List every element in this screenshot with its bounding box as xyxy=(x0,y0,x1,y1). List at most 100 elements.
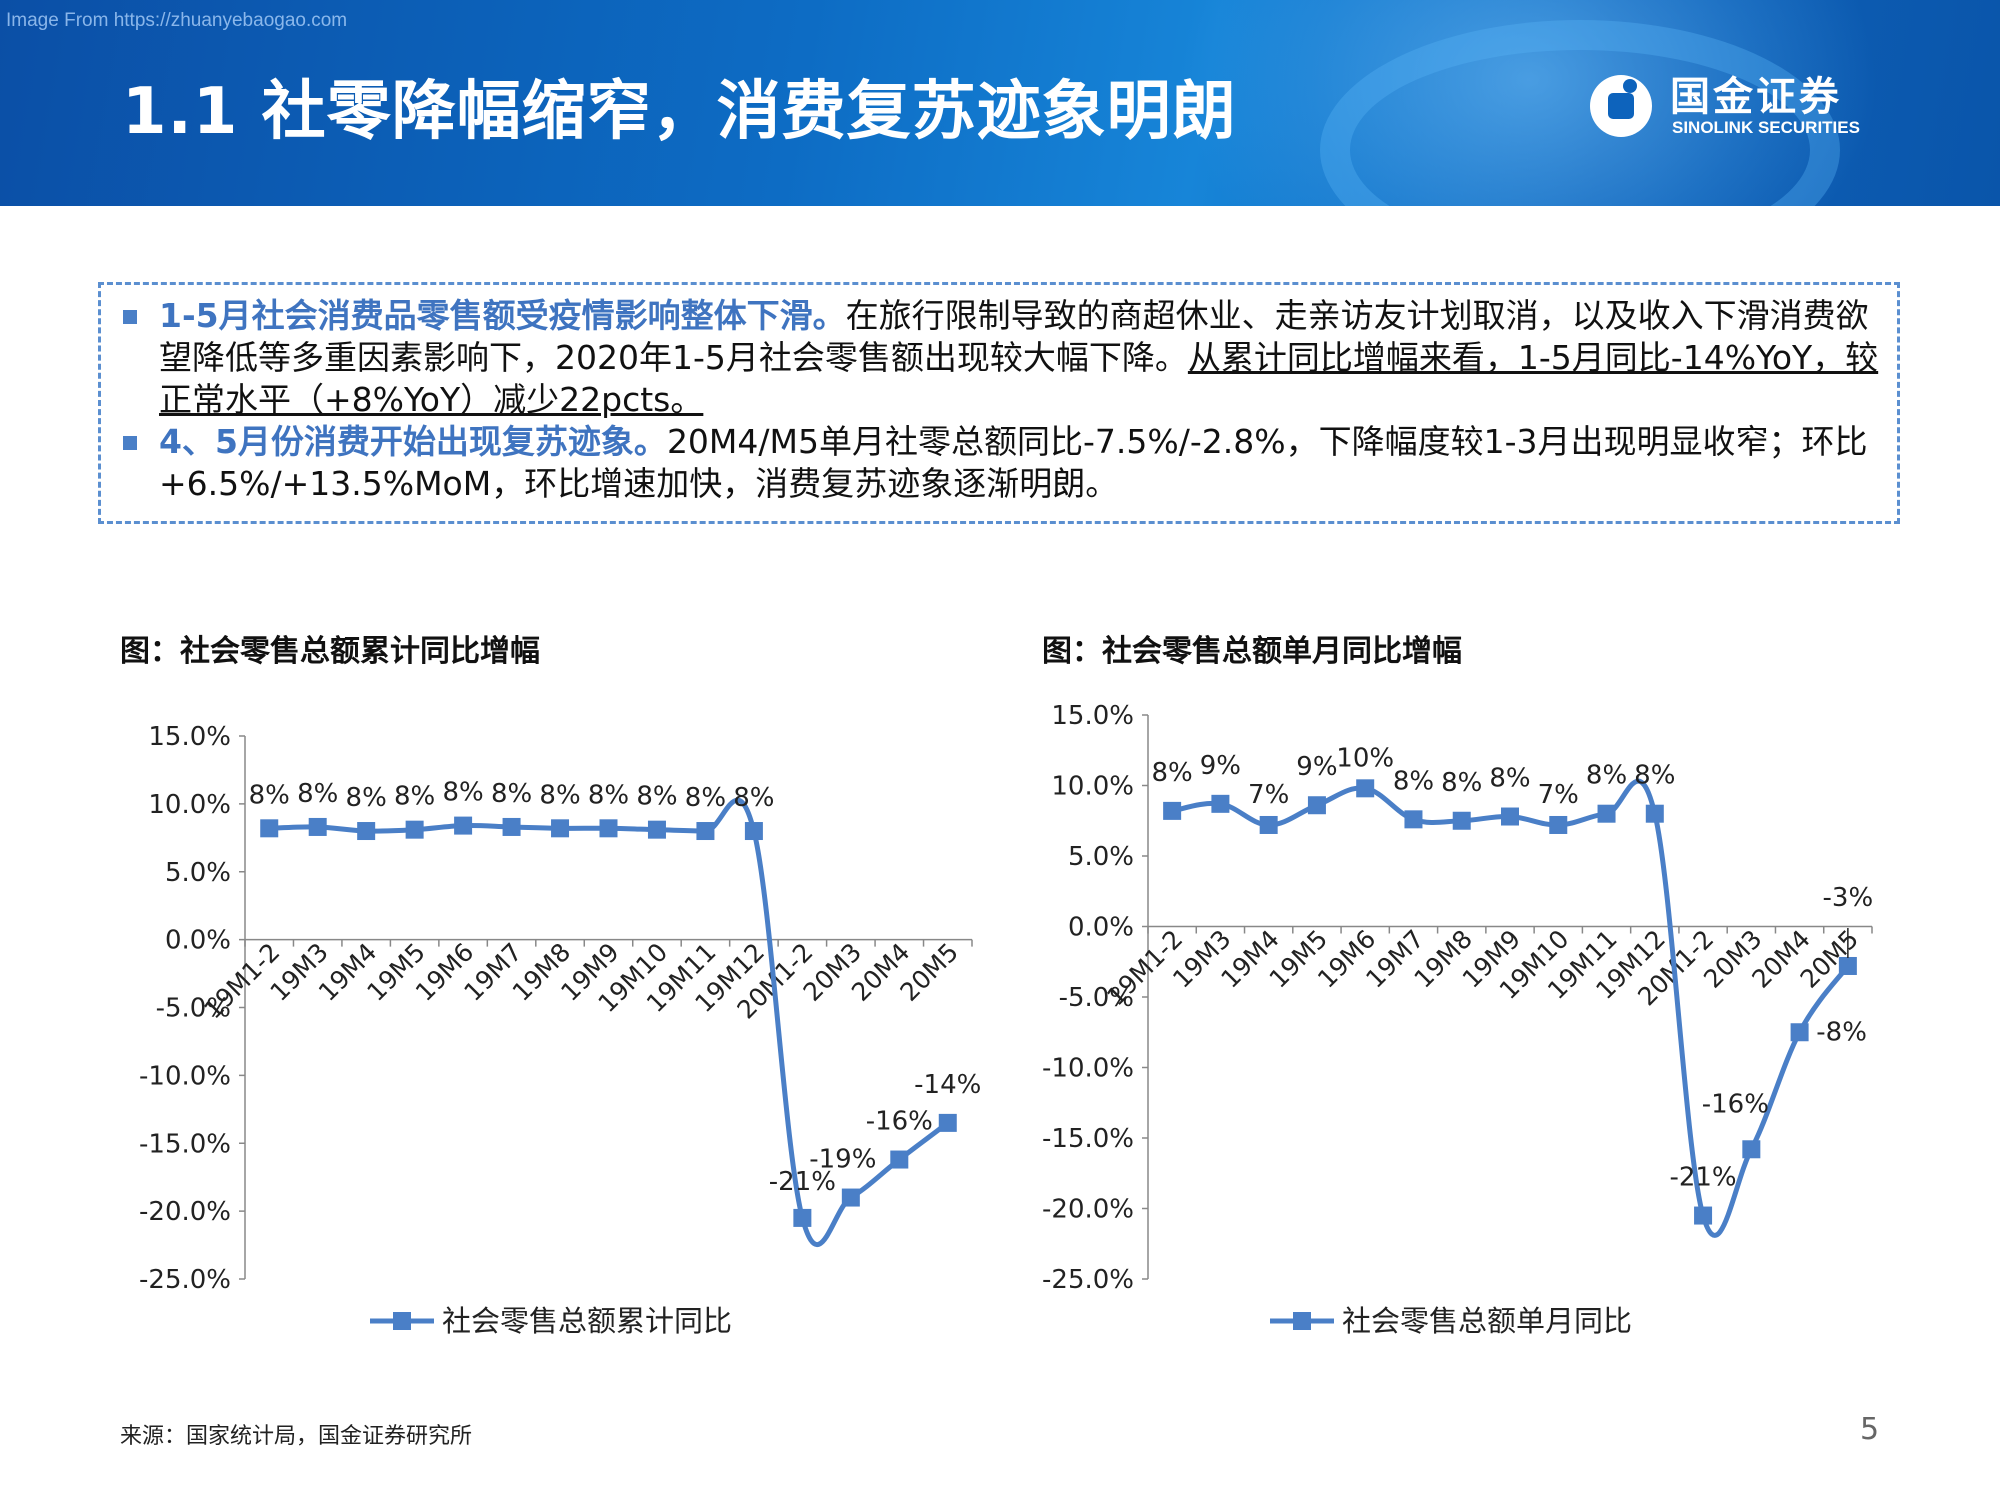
y-tick-label: 10.0% xyxy=(1051,772,1134,802)
data-label: -3% xyxy=(1823,883,1874,913)
y-tick-label: -10.0% xyxy=(1042,1054,1134,1084)
data-point-marker xyxy=(308,817,327,836)
y-tick-label: -5.0% xyxy=(1059,983,1134,1013)
data-label: 8% xyxy=(636,782,677,812)
data-point-marker xyxy=(502,817,521,836)
data-point-marker xyxy=(1211,794,1230,813)
data-label: 7% xyxy=(1538,780,1579,810)
data-point-marker xyxy=(551,819,570,838)
y-tick-label: -15.0% xyxy=(1042,1124,1134,1154)
bullet-2-lead: 4、5月份消费开始出现复苏迹象。 xyxy=(159,422,667,461)
data-point-marker xyxy=(841,1188,860,1207)
data-label: -8% xyxy=(1816,1017,1867,1047)
y-tick-label: -10.0% xyxy=(139,1061,231,1091)
summary-bullet-1: 1-5月社会消费品零售额受疫情影响整体下滑。在旅行限制导致的商超休业、走亲访友计… xyxy=(123,295,1889,421)
data-point-marker xyxy=(1597,804,1616,823)
y-tick-label: 15.0% xyxy=(1051,701,1134,731)
data-label: 8% xyxy=(1441,768,1482,798)
watermark-text: Image From https://zhuanyebaogao.com xyxy=(6,10,348,31)
square-bullet-icon xyxy=(123,436,137,450)
data-label: 8% xyxy=(249,780,290,810)
data-label: -19% xyxy=(809,1145,876,1175)
summary-bullet-2: 4、5月份消费开始出现复苏迹象。20M4/M5单月社零总额同比-7.5%/-2.… xyxy=(123,421,1889,505)
sinolink-logo-icon xyxy=(1590,75,1652,137)
brand-name-en: SINOLINK SECURITIES xyxy=(1672,118,1860,137)
data-label: 8% xyxy=(588,780,629,810)
data-point-marker xyxy=(890,1150,909,1169)
data-label: 8% xyxy=(346,783,387,813)
page-number: 5 xyxy=(1860,1412,1880,1447)
bullet-1-body: 在旅行限制导致的商超休业、走亲访友计划取消，以及收入下滑消费欲望降低等多重因素影… xyxy=(159,296,1869,377)
data-label: -16% xyxy=(1702,1089,1769,1119)
data-label: 8% xyxy=(297,779,338,809)
data-label: 10% xyxy=(1336,743,1394,773)
slide-title: 1.1 社零降幅缩窄，消费复苏迹象明朗 xyxy=(122,75,1237,149)
data-label: -16% xyxy=(866,1107,933,1137)
square-bullet-icon xyxy=(123,310,137,324)
data-point-marker xyxy=(1356,779,1375,798)
y-tick-label: 10.0% xyxy=(148,790,231,820)
data-point-marker xyxy=(454,816,473,835)
bullet-2-body: 20M4/M5单月社零总额同比-7.5%/-2.8%，下降幅度较1-3月出现明显… xyxy=(159,422,1868,503)
data-point-marker xyxy=(1501,807,1519,826)
data-point-marker xyxy=(357,822,376,841)
y-tick-label: -25.0% xyxy=(139,1265,231,1295)
data-label: 9% xyxy=(1296,752,1337,782)
data-label: 8% xyxy=(394,782,435,812)
data-label: 8% xyxy=(1489,764,1530,794)
series-line xyxy=(1171,778,1850,1238)
y-tick-label: -5.0% xyxy=(156,994,231,1024)
data-point-marker xyxy=(696,822,715,841)
data-label: 8% xyxy=(1152,758,1193,788)
brand-name-cn: 国金证券 xyxy=(1670,74,1842,120)
data-label: 7% xyxy=(1248,780,1289,810)
data-label: -21% xyxy=(1669,1163,1736,1193)
bullet-1-lead: 1-5月社会消费品零售额受疫情影响整体下滑。 xyxy=(159,296,846,335)
data-point-marker xyxy=(599,819,618,838)
y-tick-label: 5.0% xyxy=(1068,842,1134,872)
data-label: 8% xyxy=(442,778,483,808)
y-tick-label: -15.0% xyxy=(139,1129,231,1159)
data-point-marker xyxy=(260,819,279,838)
data-point-marker xyxy=(1838,956,1857,975)
data-point-marker xyxy=(647,820,666,839)
bullet-1-underlined: 从累计同比增幅来看，1-5月同比-14%YoY，较正常水平（+8%YoY）减少2… xyxy=(159,338,1879,419)
data-point-marker xyxy=(744,822,763,841)
chart-right-title: 图：社会零售总额单月同比增幅 xyxy=(1042,634,1462,669)
data-point-marker xyxy=(1694,1206,1713,1225)
y-tick-label: -20.0% xyxy=(139,1197,231,1227)
data-label: 9% xyxy=(1200,751,1241,781)
series-line xyxy=(269,797,950,1248)
data-label: 8% xyxy=(1634,761,1675,791)
data-point-marker xyxy=(405,820,424,839)
summary-box: 1-5月社会消费品零售额受疫情影响整体下滑。在旅行限制导致的商超休业、走亲访友计… xyxy=(98,282,1900,524)
y-tick-label: 0.0% xyxy=(165,926,231,956)
data-point-marker xyxy=(793,1208,812,1227)
y-tick-label: 15.0% xyxy=(148,722,231,752)
data-point-marker xyxy=(1742,1140,1761,1159)
data-point-marker xyxy=(1790,1023,1809,1042)
legend-swatch-marker xyxy=(393,1312,411,1330)
data-point-marker xyxy=(1259,815,1278,834)
data-label: 8% xyxy=(1393,766,1434,796)
y-tick-label: 0.0% xyxy=(1068,913,1134,943)
y-tick-label: 5.0% xyxy=(165,858,231,888)
data-label: 8% xyxy=(733,783,774,813)
brand-logo-group: 国金证券 SINOLINK SECURITIES xyxy=(1586,68,1916,148)
chart-left-title: 图：社会零售总额累计同比增幅 xyxy=(120,634,540,669)
data-label: 8% xyxy=(1586,761,1627,791)
data-label: 8% xyxy=(685,783,726,813)
legend-label: 社会零售总额单月同比 xyxy=(1342,1304,1632,1338)
data-label: 8% xyxy=(539,780,580,810)
legend-swatch-marker xyxy=(1293,1312,1311,1330)
data-point-marker xyxy=(1549,815,1568,834)
y-tick-label: -20.0% xyxy=(1042,1195,1134,1225)
cumulative-yoy-chart: 15.0% 10.0% 5.0% 0.0% -5.0% -10.0% -15.0% -20.0… xyxy=(139,722,981,1338)
data-point-marker xyxy=(1404,810,1423,829)
data-label: -21% xyxy=(769,1167,836,1197)
y-tick-label: -25.0% xyxy=(1042,1265,1134,1295)
data-point-marker xyxy=(1307,796,1326,815)
data-point-marker xyxy=(1645,804,1664,823)
data-point-marker xyxy=(938,1113,957,1132)
source-note: 来源：国家统计局，国金证券研究所 xyxy=(120,1424,473,1449)
